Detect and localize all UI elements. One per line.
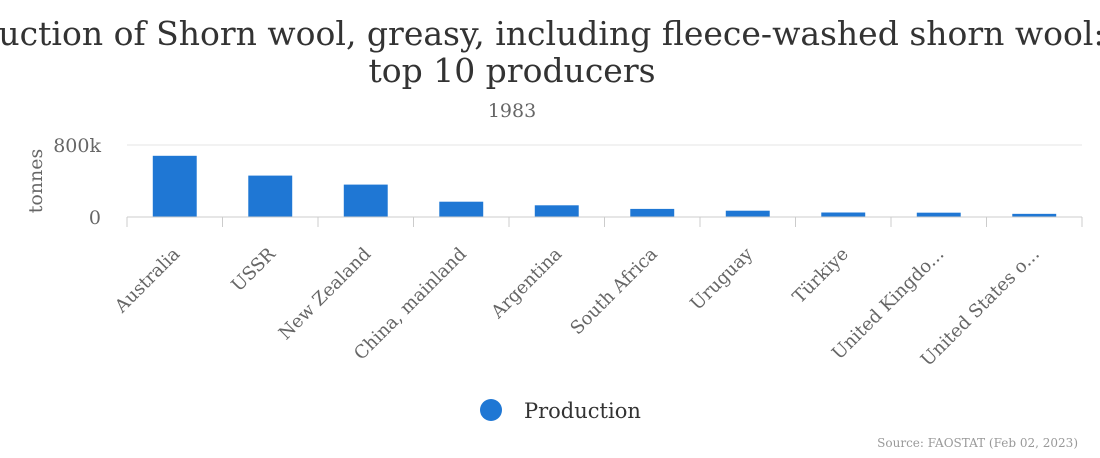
bar[interactable] [630,208,675,217]
chart-credit[interactable]: Source: FAOSTAT (Feb 02, 2023) [877,436,1078,450]
chart-title-line-1: Production of Shorn wool, greasy, includ… [0,14,1100,53]
bar[interactable] [152,155,197,217]
y-axis-title: tonnes [25,149,47,214]
bar[interactable] [248,175,293,217]
legend-label: Production [524,399,641,423]
bar[interactable] [725,210,770,217]
bar[interactable] [1012,213,1057,217]
x-tick-label: Uruguay [686,243,758,315]
legend-item-production[interactable]: Production [480,399,641,423]
x-tick-label: Argentina [487,243,567,323]
y-axis-ticks: 0 800k [53,135,101,229]
x-tick-label: Türkiye [789,244,853,308]
x-tick-label: Australia [110,244,184,318]
x-tick-label: South Africa [566,243,662,339]
bar[interactable] [343,184,388,217]
bar[interactable] [534,205,579,217]
chart-title-line-2: top 10 producers [368,51,655,90]
x-tick-label: New Zealand [275,244,375,344]
bar[interactable] [439,201,484,217]
x-tick-label: USSR [227,243,280,296]
y-tick-label: 0 [89,207,101,229]
y-tick-label: 800k [53,135,101,157]
bar[interactable] [821,212,866,218]
bar[interactable] [916,212,961,217]
chart-subtitle: 1983 [488,100,536,122]
legend-marker [480,399,502,421]
x-axis [126,216,1083,227]
bars [152,155,1057,218]
